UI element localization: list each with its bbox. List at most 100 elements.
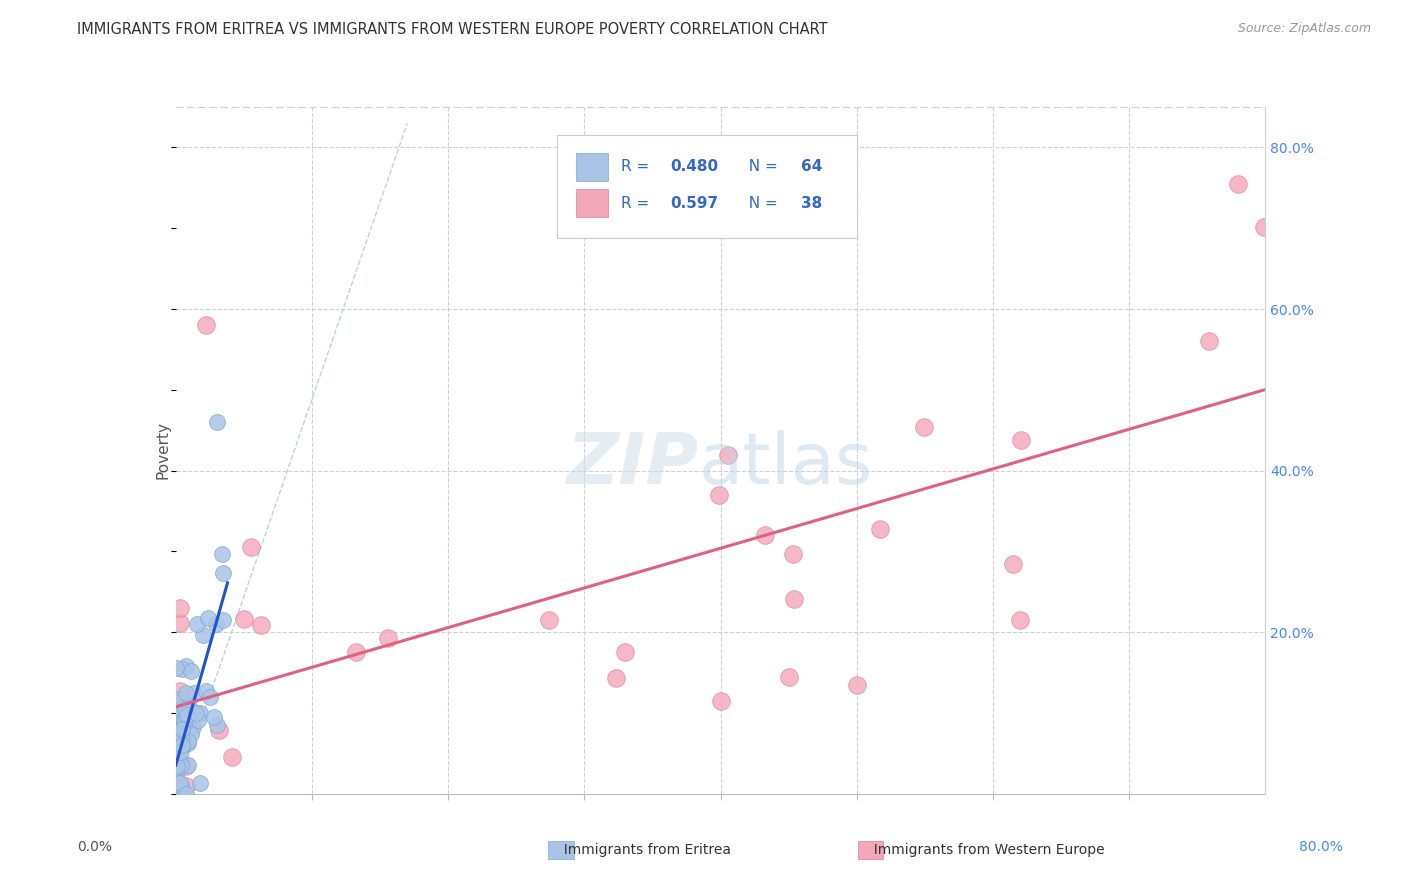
Point [167, 787, 190, 801]
Point [1253, 220, 1275, 235]
Point [1010, 433, 1032, 447]
Point [221, 749, 243, 764]
Point [166, 780, 188, 794]
Text: Source: ZipAtlas.com: Source: ZipAtlas.com [1237, 22, 1371, 36]
Point [167, 787, 190, 801]
Point [180, 664, 202, 678]
Point [205, 617, 228, 632]
Point [172, 722, 194, 736]
Text: IMMIGRANTS FROM ERITREA VS IMMIGRANTS FROM WESTERN EUROPE POVERTY CORRELATION CH: IMMIGRANTS FROM ERITREA VS IMMIGRANTS FR… [77, 22, 828, 37]
Text: N =: N = [740, 195, 783, 211]
Text: Immigrants from Western Europe: Immigrants from Western Europe [865, 843, 1104, 857]
Point [167, 787, 190, 801]
Point [167, 787, 190, 801]
Text: 80.0%: 80.0% [1299, 840, 1343, 855]
Point [169, 745, 191, 759]
Text: R =: R = [621, 160, 655, 174]
Point [186, 616, 208, 631]
Point [170, 700, 193, 714]
Text: atlas: atlas [699, 430, 873, 499]
Point [173, 734, 195, 748]
Point [174, 787, 197, 801]
Point [783, 592, 806, 607]
Point [165, 661, 187, 675]
Point [165, 747, 187, 762]
Point [177, 736, 200, 750]
Point [170, 779, 193, 793]
Point [180, 726, 202, 740]
Point [170, 758, 193, 772]
Point [177, 714, 200, 728]
Point [170, 730, 193, 744]
Point [377, 632, 399, 646]
Point [205, 718, 228, 732]
Point [170, 662, 193, 676]
Point [166, 775, 188, 789]
Point [173, 731, 195, 746]
Point [912, 420, 935, 434]
Point [166, 774, 188, 789]
Text: 38: 38 [801, 195, 823, 211]
Point [200, 690, 222, 705]
Point [172, 787, 194, 801]
Point [191, 628, 214, 642]
Point [205, 415, 228, 429]
Y-axis label: Poverty: Poverty [155, 421, 170, 480]
Text: ZIP: ZIP [567, 430, 699, 499]
Point [778, 670, 800, 684]
Point [166, 702, 188, 716]
Point [177, 698, 200, 713]
Point [710, 694, 733, 708]
Point [183, 686, 205, 700]
Point [208, 723, 231, 738]
Point [233, 612, 256, 626]
Point [167, 780, 190, 795]
Point [174, 685, 197, 699]
Point [1010, 613, 1032, 627]
Point [167, 733, 190, 747]
Text: 64: 64 [801, 160, 823, 174]
Point [169, 706, 191, 721]
Point [181, 720, 204, 734]
Point [169, 684, 191, 698]
Text: Immigrants from Eritrea: Immigrants from Eritrea [555, 843, 731, 857]
Point [177, 734, 200, 748]
Point [1198, 334, 1220, 348]
Point [167, 718, 190, 732]
Point [172, 719, 194, 733]
Point [174, 779, 197, 793]
Text: 0.480: 0.480 [671, 160, 718, 174]
Point [1002, 557, 1025, 571]
Point [1227, 177, 1250, 191]
Point [212, 566, 235, 580]
Point [166, 763, 188, 777]
Point [172, 735, 194, 749]
Point [176, 718, 198, 732]
FancyBboxPatch shape [557, 135, 856, 237]
Point [170, 739, 193, 753]
Point [184, 706, 207, 720]
Text: 0.0%: 0.0% [77, 840, 112, 855]
Point [754, 527, 776, 541]
Point [166, 758, 188, 772]
Point [239, 541, 262, 555]
Point [188, 706, 211, 720]
Point [707, 487, 730, 501]
Point [169, 615, 191, 630]
Point [169, 692, 191, 706]
Point [170, 738, 193, 752]
Text: N =: N = [740, 160, 783, 174]
Point [167, 726, 190, 740]
FancyBboxPatch shape [575, 189, 609, 217]
Point [165, 767, 187, 781]
Point [169, 776, 191, 790]
Point [177, 712, 200, 726]
Point [605, 671, 627, 685]
Text: R =: R = [621, 195, 655, 211]
Text: 0.597: 0.597 [671, 195, 718, 211]
Point [249, 618, 271, 632]
Point [195, 684, 218, 698]
Point [169, 723, 191, 737]
FancyBboxPatch shape [858, 841, 883, 859]
Point [187, 713, 209, 727]
